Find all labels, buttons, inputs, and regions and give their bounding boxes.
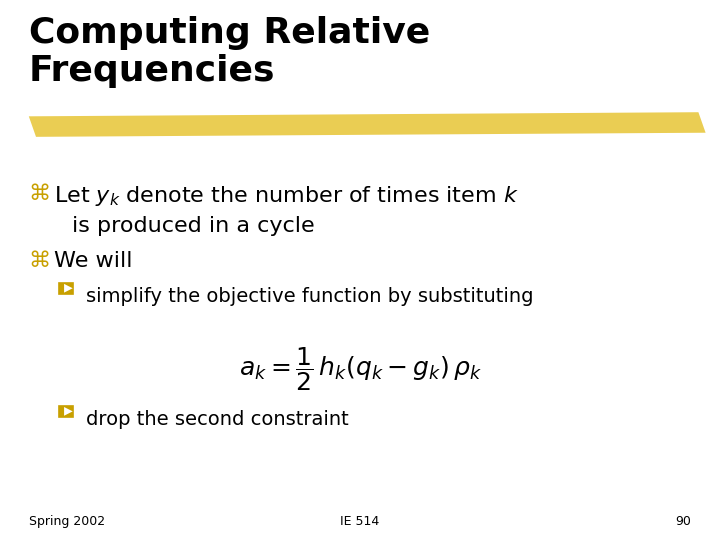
Text: Let $y_k$ denote the number of times item $k$: Let $y_k$ denote the number of times ite… [54,184,518,207]
Polygon shape [64,284,73,293]
Text: We will: We will [54,251,132,271]
Text: is produced in a cycle: is produced in a cycle [72,216,315,236]
Text: Spring 2002: Spring 2002 [29,515,105,528]
Text: drop the second constraint: drop the second constraint [86,410,349,429]
Text: 90: 90 [675,515,691,528]
Polygon shape [64,407,73,416]
Text: ⌘: ⌘ [29,184,51,204]
Polygon shape [29,112,706,137]
Text: Computing Relative
Frequencies: Computing Relative Frequencies [29,16,430,88]
Text: IE 514: IE 514 [341,515,379,528]
Bar [59,283,73,294]
Text: $a_k = \dfrac{1}{2}\, h_k (q_k - g_k)\, \rho_k$: $a_k = \dfrac{1}{2}\, h_k (q_k - g_k)\, … [238,346,482,394]
Bar [59,406,73,417]
Text: ⌘: ⌘ [29,251,51,271]
Text: simplify the objective function by substituting: simplify the objective function by subst… [86,287,534,306]
